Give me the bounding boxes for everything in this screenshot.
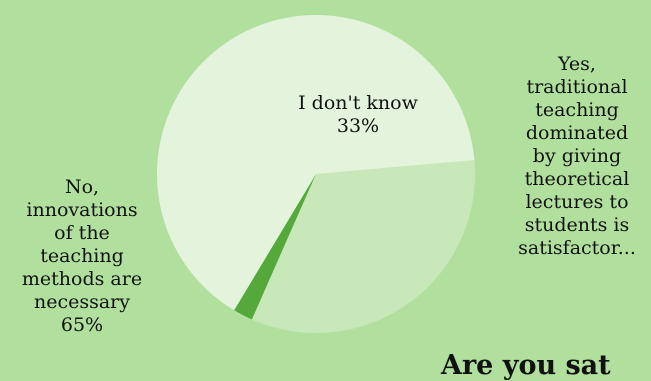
slice-label-no: No, innovations of the teaching methods … — [1, 176, 163, 337]
chart-title: Are you sat — [441, 350, 611, 381]
slice-label-line: theoretical — [524, 168, 630, 190]
slice-label-line: necessary — [33, 291, 130, 313]
slice-label-line: traditional — [526, 76, 628, 98]
slice-label-line: 65% — [60, 314, 104, 336]
pie-slice-yes — [234, 174, 316, 320]
slice-label-line: by giving — [532, 145, 622, 167]
slice-label-line: innovations — [26, 199, 138, 221]
slice-label-line: students is — [524, 214, 630, 236]
pie-slice-no — [156, 14, 475, 311]
pie-slice-dont-know — [251, 160, 475, 333]
slice-label-dont-know: I don't know 33% — [277, 92, 439, 138]
slice-label-line: methods are — [21, 268, 143, 290]
slice-label-line: of the — [54, 222, 110, 244]
slice-label-line: Yes, — [558, 53, 596, 75]
slice-label-line: lectures to — [525, 191, 629, 213]
slice-label-line: satisfactor... — [518, 237, 636, 259]
slice-label-line: 33% — [336, 115, 380, 137]
slice-label-line: teaching — [535, 99, 619, 121]
slice-label-yes: Yes, traditional teaching dominated by g… — [497, 53, 651, 260]
slice-label-line: dominated — [525, 122, 629, 144]
slice-label-line: No, — [64, 176, 100, 198]
slice-label-line: I don't know — [298, 92, 418, 114]
slice-label-line: teaching — [40, 245, 124, 267]
